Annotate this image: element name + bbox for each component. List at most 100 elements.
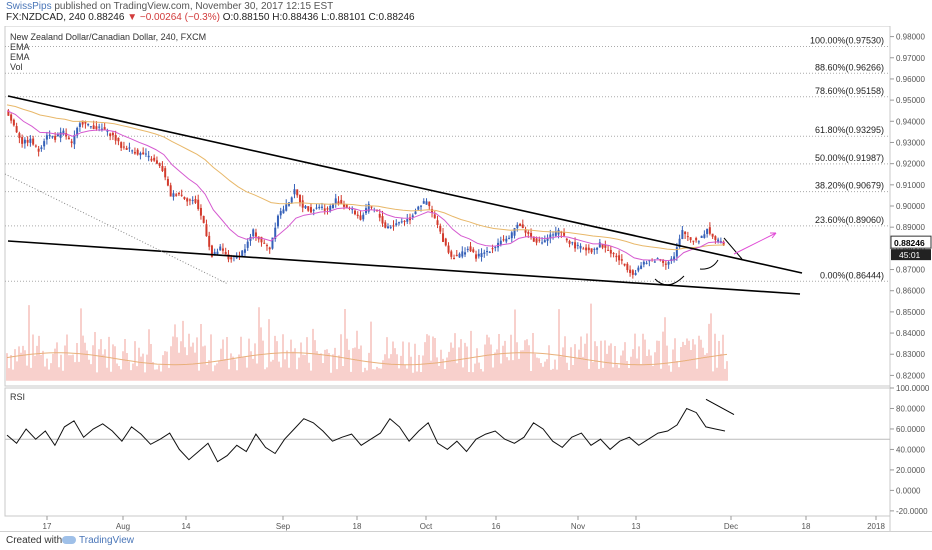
chart-area[interactable]: 0.98000 0.97000 0.96000 0.95000 0.94000 0.930…	[0, 26, 932, 532]
candle-body	[601, 244, 604, 248]
down-arrow-icon: ▼	[127, 12, 138, 23]
candle-body	[392, 225, 395, 227]
y-tick-label: 0.87000	[896, 266, 925, 275]
candle-body	[552, 234, 555, 236]
candle-body	[285, 204, 288, 211]
candle-body	[656, 258, 659, 260]
candle-body	[615, 255, 618, 258]
candle-body	[458, 253, 461, 258]
y-tick-label: 0.98000	[896, 33, 925, 42]
candle-body	[703, 234, 706, 238]
candle-body	[260, 236, 263, 243]
y-tick-label: 0.92000	[896, 160, 925, 169]
ema-fast-line	[6, 110, 726, 262]
candle-body	[136, 149, 139, 155]
y-tick-label: 0.88000	[896, 244, 925, 253]
candle-body	[604, 244, 607, 248]
candle-body	[433, 214, 436, 219]
candle-body	[695, 237, 698, 241]
candle-body	[345, 204, 348, 209]
candle-body	[403, 220, 406, 222]
y-tick-label: 0.89000	[896, 223, 925, 232]
candle-body	[87, 123, 90, 126]
candle-body	[519, 223, 522, 226]
change: −0.00264 (−0.3%)	[139, 12, 220, 23]
candle-body	[282, 209, 285, 214]
candle-body	[213, 252, 216, 256]
volume-ma-line	[6, 352, 728, 366]
last-price: 0.88246	[88, 12, 125, 23]
candle-body	[417, 206, 420, 210]
candle-body	[331, 203, 334, 209]
candle-body	[249, 236, 252, 241]
tradingview-brand[interactable]: TradingView	[62, 535, 134, 546]
candle-body	[175, 194, 178, 196]
publisher-line: SwissPips published on TradingView.com, …	[6, 1, 333, 12]
candle-body	[453, 257, 456, 259]
candle-body	[252, 229, 255, 237]
candle-body	[574, 242, 577, 249]
candle-body	[114, 135, 117, 141]
ema-slow-line	[6, 104, 726, 251]
rsi-tick-label: 40.0000	[896, 445, 925, 454]
candle-body	[620, 259, 623, 261]
candle-body	[546, 237, 549, 241]
candle-body	[590, 248, 593, 253]
fib-level-label: 61.80%(0.93295)	[815, 125, 884, 135]
fib-level-label: 23.60%(0.89060)	[815, 215, 884, 225]
legend-ema-1: EMA	[10, 42, 30, 52]
chart-svg[interactable]: 0.98000 0.97000 0.96000 0.95000 0.94000 0.930…	[0, 26, 932, 532]
candle-body	[312, 209, 315, 211]
candle-body	[186, 198, 189, 202]
y-tick-label: 0.93000	[896, 138, 925, 147]
candle-body	[183, 197, 186, 199]
candle-body	[431, 209, 434, 213]
candle-body	[645, 262, 648, 264]
candle-body	[144, 153, 147, 155]
candle-body	[708, 227, 711, 234]
candle-body	[81, 120, 84, 125]
candle-body	[188, 199, 191, 201]
rsi-tick-label: 100.0000	[896, 384, 930, 393]
candle-body	[274, 227, 277, 240]
candle-body	[150, 158, 153, 161]
x-tick-label: Nov	[571, 522, 585, 531]
candle-body	[180, 194, 183, 196]
rsi-tick-label: 0.0000	[896, 486, 921, 495]
published-text: published on TradingView.com, November 3…	[54, 1, 334, 12]
candle-body	[400, 221, 403, 223]
legend-vol: Vol	[10, 62, 23, 72]
candle-body	[524, 229, 527, 233]
candle-body	[56, 134, 59, 137]
rsi-tick-label: 60.0000	[896, 425, 925, 434]
fib-level-label: 38.20%(0.90679)	[815, 181, 884, 191]
candle-body	[128, 147, 131, 149]
candle-body	[7, 110, 10, 116]
breakout-line	[723, 237, 743, 260]
candle-body	[640, 265, 643, 269]
candle-body	[535, 238, 538, 243]
legend-title: New Zealand Dollar/Canadian Dollar, 240,…	[10, 32, 207, 42]
candle-body	[158, 163, 161, 167]
candle-body	[563, 232, 566, 236]
candle-body	[384, 222, 387, 228]
candle-body	[576, 244, 579, 246]
candle-body	[194, 199, 197, 203]
y-tick-label: 0.91000	[896, 181, 925, 190]
candle-body	[216, 251, 219, 255]
candle-body	[301, 200, 304, 208]
author-link[interactable]: SwissPips	[6, 1, 52, 12]
candle-body	[579, 245, 582, 249]
candle-body	[634, 272, 637, 275]
candle-body	[202, 215, 205, 223]
candle-body	[618, 255, 621, 261]
candle-body	[714, 236, 717, 241]
candle-body	[593, 248, 596, 250]
candle-body	[362, 214, 365, 220]
candle-body	[612, 253, 615, 255]
x-tick-label: 2018	[867, 522, 885, 531]
candle-body	[447, 245, 450, 253]
x-tick-label: Oct	[420, 522, 433, 531]
candle-body	[298, 194, 301, 203]
candle-body	[598, 242, 601, 248]
